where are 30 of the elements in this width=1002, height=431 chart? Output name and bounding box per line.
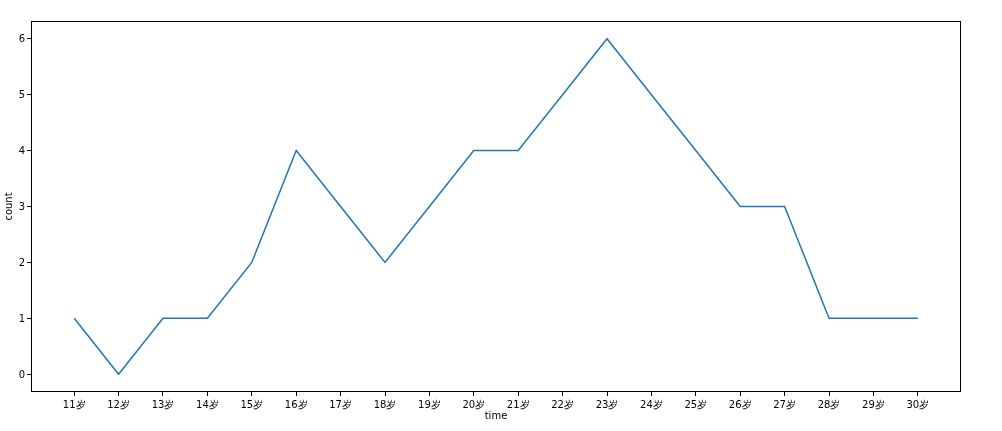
x-tick-label: 20岁 xyxy=(462,399,486,410)
y-tick-label: 0 xyxy=(18,368,25,380)
x-tick-label: 12岁 xyxy=(107,399,130,410)
x-tick-label: 22岁 xyxy=(551,399,574,410)
line-series xyxy=(73,38,919,375)
x-axis-title: time xyxy=(484,410,508,421)
x-tick-label: 29岁 xyxy=(862,399,885,410)
y-tick-label: 3 xyxy=(18,201,25,212)
x-tick-label: 21岁 xyxy=(506,399,530,410)
x-tick-label: 11岁 xyxy=(62,399,86,410)
x-tick-label: 23岁 xyxy=(595,399,619,410)
y-tick-label: 1 xyxy=(18,312,25,324)
x-tick-label: 16岁 xyxy=(284,399,308,410)
x-tick-label: 27岁 xyxy=(773,399,796,410)
y-axis-title: count xyxy=(2,192,14,221)
x-tick-label: 25岁 xyxy=(684,399,708,410)
y-tick-label: 2 xyxy=(18,256,25,268)
x-tick-label: 13岁 xyxy=(151,399,175,410)
x-tick-label: 17岁 xyxy=(329,399,352,410)
x-tick-label: 24岁 xyxy=(640,399,663,410)
x-tick-label: 30岁 xyxy=(906,399,930,410)
x-tick-label: 18岁 xyxy=(373,399,397,410)
x-tick-label: 28岁 xyxy=(817,399,841,410)
y-tick-label: 6 xyxy=(18,33,25,45)
x-tick-label: 26岁 xyxy=(728,399,752,410)
x-tick-label: 15岁 xyxy=(240,399,264,410)
x-tick-label: 19岁 xyxy=(418,399,441,410)
y-tick-label: 4 xyxy=(18,145,25,157)
x-tick-label: 14岁 xyxy=(196,399,219,410)
y-tick-label: 5 xyxy=(18,89,25,101)
